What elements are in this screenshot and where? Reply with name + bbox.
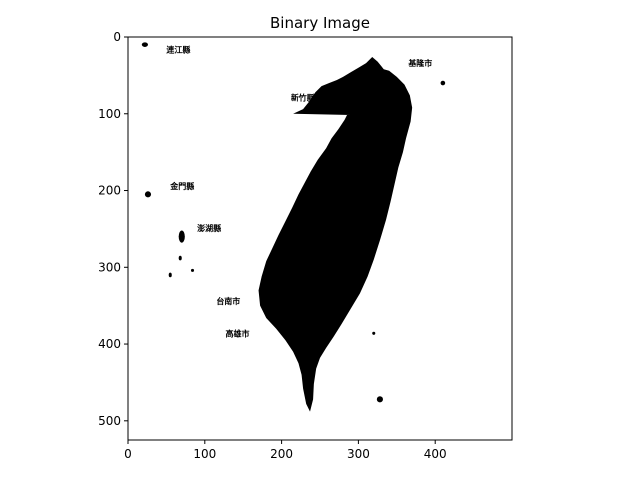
y-tick-label: 100 xyxy=(98,107,121,121)
taiwan-main-island xyxy=(258,56,413,412)
chart-title: Binary Image xyxy=(270,14,370,32)
y-tick-label: 200 xyxy=(98,184,121,198)
place-label: 基隆市 xyxy=(407,58,432,68)
place-label: 台南市 xyxy=(216,296,240,306)
small-island-3 xyxy=(168,272,172,278)
x-tick-label: 400 xyxy=(424,447,447,461)
x-tick-label: 200 xyxy=(270,447,293,461)
small-island-0 xyxy=(141,42,148,47)
image-content xyxy=(141,42,446,412)
y-tick-label: 400 xyxy=(98,337,121,351)
small-island-1 xyxy=(144,191,152,198)
place-label: 新竹縣 xyxy=(291,93,315,103)
small-island-8 xyxy=(440,80,446,86)
place-label: 高雄市 xyxy=(226,328,250,338)
x-tick-label: 0 xyxy=(124,447,132,461)
x-axis: 0 100 200 300 400 xyxy=(124,440,447,461)
y-tick-label: 0 xyxy=(113,30,121,44)
small-island-7 xyxy=(376,396,383,403)
small-island-5 xyxy=(190,268,195,272)
y-tick-label: 500 xyxy=(98,414,121,428)
y-axis: 0 100 200 300 400 500 xyxy=(98,30,128,428)
x-tick-label: 100 xyxy=(193,447,216,461)
image-frame xyxy=(127,36,513,441)
place-label: 金門縣 xyxy=(169,181,194,191)
y-tick-label: 300 xyxy=(98,260,121,274)
x-tick-label: 300 xyxy=(347,447,370,461)
place-label: 澎湖縣 xyxy=(197,223,221,233)
small-island-4 xyxy=(178,255,182,261)
place-label: 連江縣 xyxy=(166,44,190,54)
small-island-6 xyxy=(372,331,376,335)
small-island-2 xyxy=(178,230,185,243)
